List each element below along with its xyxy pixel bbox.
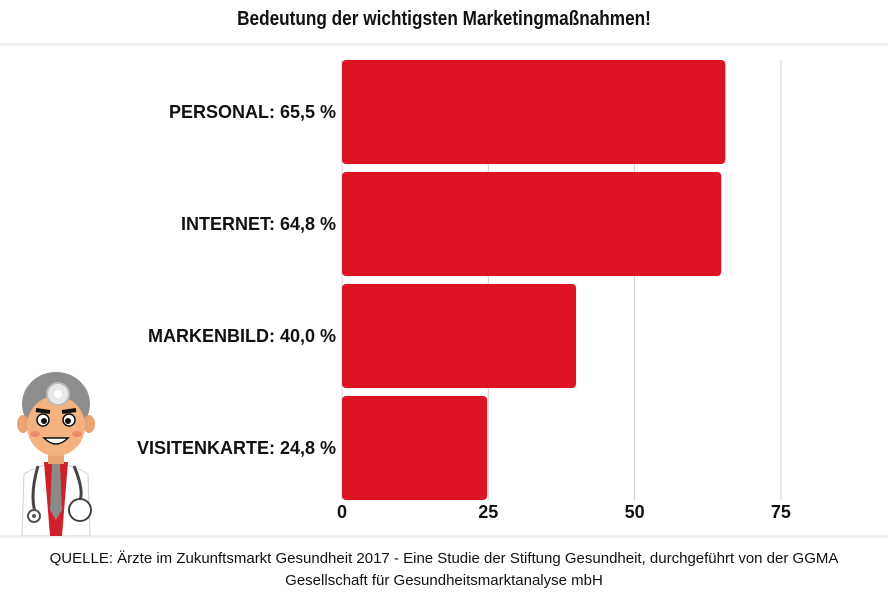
x-tick-label-1: 25 [478, 502, 498, 522]
x-tick-label-3: 75 [771, 502, 791, 522]
bar-3 [342, 396, 488, 500]
category-label-0: PERSONAL: 65,5 % [169, 102, 336, 122]
source-note: QUELLE: Ärzte im Zukunftsmarkt Gesundhei… [49, 550, 839, 589]
bottom-divider [0, 535, 888, 538]
bar-1 [342, 172, 722, 276]
bar-2 [342, 284, 577, 388]
category-label-1: INTERNET: 64,8 % [181, 214, 336, 234]
category-label-2: MARKENBILD: 40,0 % [148, 326, 336, 346]
bars [342, 60, 726, 500]
x-tick-label-0: 0 [337, 502, 347, 522]
category-labels: PERSONAL: 65,5 % INTERNET: 64,8 % MARKENBI… [137, 102, 336, 458]
chart-title: Bedeutung der wichtigsten Marketingmaßna… [237, 8, 651, 30]
bar-0 [342, 60, 726, 164]
top-divider [0, 43, 888, 46]
x-tick-labels: 0 25 50 75 [337, 502, 791, 522]
bar-chart: PERSONAL: 65,5 % INTERNET: 64,8 % MARKENBI… [137, 60, 791, 522]
category-label-3: VISITENKARTE: 24,8 % [137, 438, 336, 458]
doctor-illustration [17, 372, 95, 536]
x-tick-label-2: 50 [625, 502, 645, 522]
